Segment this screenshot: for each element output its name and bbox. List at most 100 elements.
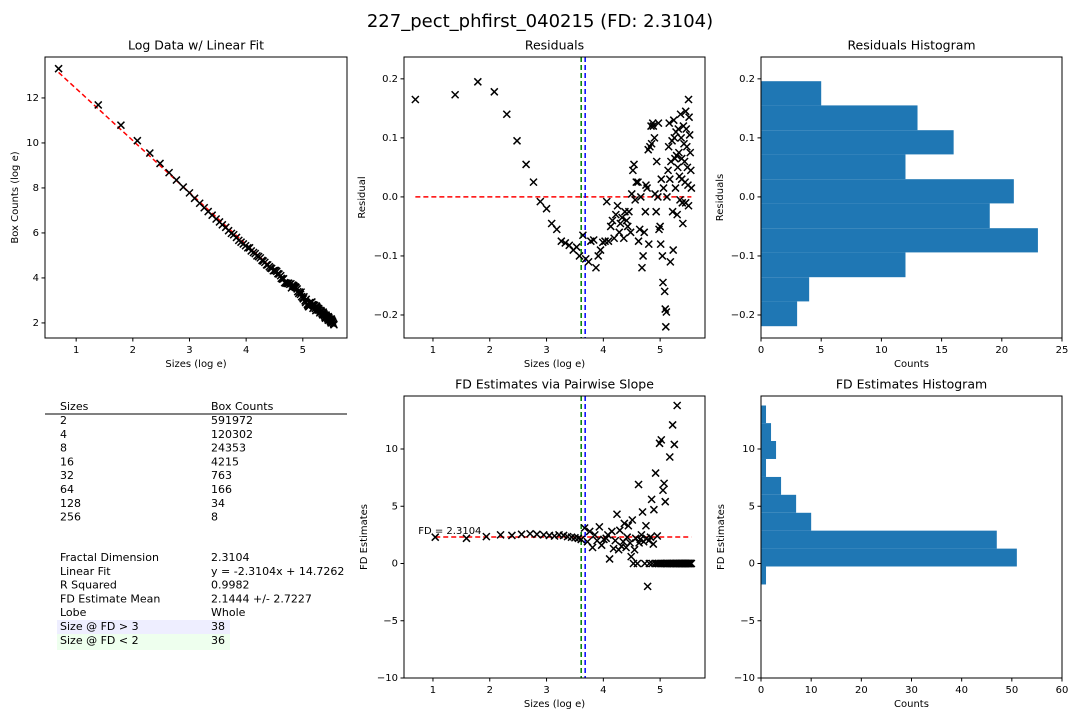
point — [624, 207, 633, 216]
point — [172, 176, 181, 185]
marker-stroke — [678, 198, 687, 207]
point — [634, 237, 643, 246]
point — [664, 142, 673, 151]
marker-stroke — [668, 420, 677, 429]
point — [637, 530, 646, 539]
marker-stroke — [665, 119, 674, 128]
y-tick-label: 8 — [33, 183, 39, 194]
x-tick-label: 1 — [430, 345, 436, 356]
y-tick-label: 5 — [392, 501, 398, 512]
point — [577, 535, 586, 544]
marker-stroke — [638, 507, 647, 517]
table-cell: 64 — [60, 483, 74, 496]
table-cell: 256 — [60, 511, 81, 524]
marker-stroke — [116, 121, 125, 130]
y-tick-label: 6 — [33, 228, 39, 239]
marker-stroke — [668, 207, 677, 216]
marker-stroke — [616, 219, 625, 228]
marker-stroke — [329, 320, 338, 329]
point — [646, 533, 655, 542]
marker-stroke — [612, 510, 622, 519]
axes-frame — [403, 395, 706, 679]
point — [502, 110, 511, 119]
marker-stroke — [593, 536, 602, 545]
marker-stroke — [557, 237, 566, 246]
marker-stroke — [649, 122, 658, 131]
marker-stroke — [575, 251, 584, 260]
marker-stroke — [658, 251, 667, 260]
marker-stroke — [628, 166, 637, 175]
marker-stroke — [578, 231, 587, 240]
histogram-bar — [761, 548, 1017, 567]
marker-stroke — [673, 401, 682, 410]
point — [496, 530, 505, 539]
histogram-bar — [761, 81, 822, 106]
marker-stroke — [565, 241, 574, 250]
marker-stroke — [507, 531, 516, 540]
x-axis-label: Sizes (log e) — [524, 699, 585, 710]
point — [522, 160, 531, 169]
marker-stroke — [657, 435, 666, 444]
marker-stroke — [631, 534, 640, 543]
point — [619, 234, 628, 243]
histogram-bar — [761, 130, 954, 155]
point — [669, 116, 678, 125]
point — [116, 121, 125, 130]
x-tick-label: 40 — [955, 685, 968, 696]
point — [624, 521, 633, 530]
table-cell: 120302 — [211, 428, 253, 441]
point — [671, 184, 680, 193]
marker-stroke — [572, 243, 581, 252]
marker-stroke — [502, 110, 511, 119]
y-tick-label: −0.1 — [374, 251, 398, 262]
y-axis-label: Residuals — [715, 174, 726, 221]
marker-stroke — [651, 469, 660, 478]
point — [512, 136, 522, 145]
marker-stroke — [671, 184, 680, 193]
marker-stroke — [613, 201, 622, 210]
marker-stroke — [646, 533, 655, 542]
point — [656, 240, 665, 249]
marker-stroke — [684, 95, 693, 104]
x-tick-label: 1 — [73, 345, 79, 356]
x-axis-label: Counts — [894, 359, 929, 370]
point — [636, 192, 645, 201]
marker-stroke — [656, 222, 665, 231]
marker-stroke — [165, 168, 174, 177]
y-tick-label: 0.1 — [739, 133, 755, 144]
histogram-bar — [761, 203, 990, 229]
x-tick-label: 20 — [855, 685, 868, 696]
marker-stroke — [674, 148, 683, 157]
marker-stroke — [673, 210, 682, 219]
table-header: Box Counts — [211, 400, 274, 413]
point — [155, 159, 165, 168]
point — [681, 107, 690, 116]
point — [638, 507, 647, 517]
stat-cell: Fractal Dimension — [60, 551, 159, 564]
point — [179, 183, 188, 192]
marker-stroke — [623, 533, 632, 542]
point — [669, 246, 678, 255]
point — [659, 184, 668, 193]
point — [684, 201, 693, 210]
marker-stroke — [647, 495, 656, 504]
marker-stroke — [681, 107, 690, 116]
marker-stroke — [596, 246, 605, 255]
marker-stroke — [673, 163, 682, 172]
point — [657, 435, 666, 444]
marker-stroke — [577, 535, 586, 544]
x-tick-label: 10 — [805, 685, 818, 696]
marker-stroke — [563, 532, 572, 541]
marker-stroke — [208, 211, 217, 220]
point — [631, 195, 640, 204]
point — [677, 133, 686, 142]
marker-stroke — [200, 203, 209, 212]
y-axis-label: Box Counts (log e) — [10, 151, 21, 243]
stat-cell: R Squared — [60, 579, 117, 592]
point — [685, 113, 694, 122]
point — [542, 204, 551, 213]
marker-stroke — [632, 178, 641, 187]
point — [557, 237, 566, 246]
stat-cell: y = -2.3104x + 14.7262 — [211, 565, 344, 578]
